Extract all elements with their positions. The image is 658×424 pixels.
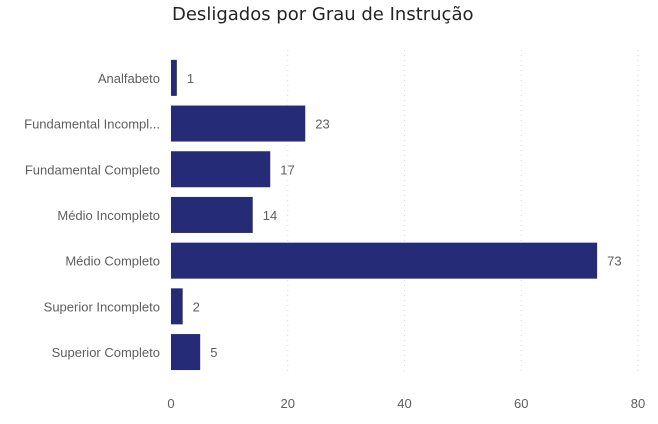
- bar: [171, 105, 306, 142]
- x-tick-label: 40: [397, 396, 411, 411]
- bar: [171, 59, 177, 96]
- data-label: 14: [263, 208, 277, 223]
- chart-title: Desligados por Grau de Instrução: [172, 4, 474, 25]
- grid-layer: [287, 50, 639, 375]
- bar: [171, 242, 598, 279]
- bar-layer: [171, 59, 598, 371]
- data-label: 2: [193, 299, 200, 314]
- category-label: Analfabeto: [98, 71, 160, 86]
- bar: [171, 196, 253, 233]
- data-label: 1: [187, 71, 194, 86]
- category-label: Médio Incompleto: [57, 208, 160, 223]
- data-label: 23: [315, 117, 329, 132]
- category-label: Superior Incompleto: [44, 299, 160, 314]
- bar: [171, 334, 201, 371]
- category-label: Fundamental Completo: [25, 162, 160, 177]
- data-label: 17: [280, 162, 294, 177]
- x-tick-label: 0: [167, 396, 174, 411]
- x-tick-label: 80: [631, 396, 645, 411]
- x-axis-ticks: 0 20 40 60 80: [167, 396, 645, 411]
- bar: [171, 151, 271, 188]
- category-label: Fundamental Incompl...: [24, 117, 160, 132]
- x-tick-label: 20: [281, 396, 295, 411]
- bar: [171, 288, 183, 325]
- category-label: Superior Completo: [52, 345, 160, 360]
- data-label: 5: [210, 345, 217, 360]
- x-tick-label: 60: [514, 396, 528, 411]
- label-layer: Analfabeto 1 Fundamental Incompl... 23 Funda…: [24, 71, 621, 360]
- data-label: 73: [607, 254, 621, 269]
- category-label: Médio Completo: [65, 254, 160, 269]
